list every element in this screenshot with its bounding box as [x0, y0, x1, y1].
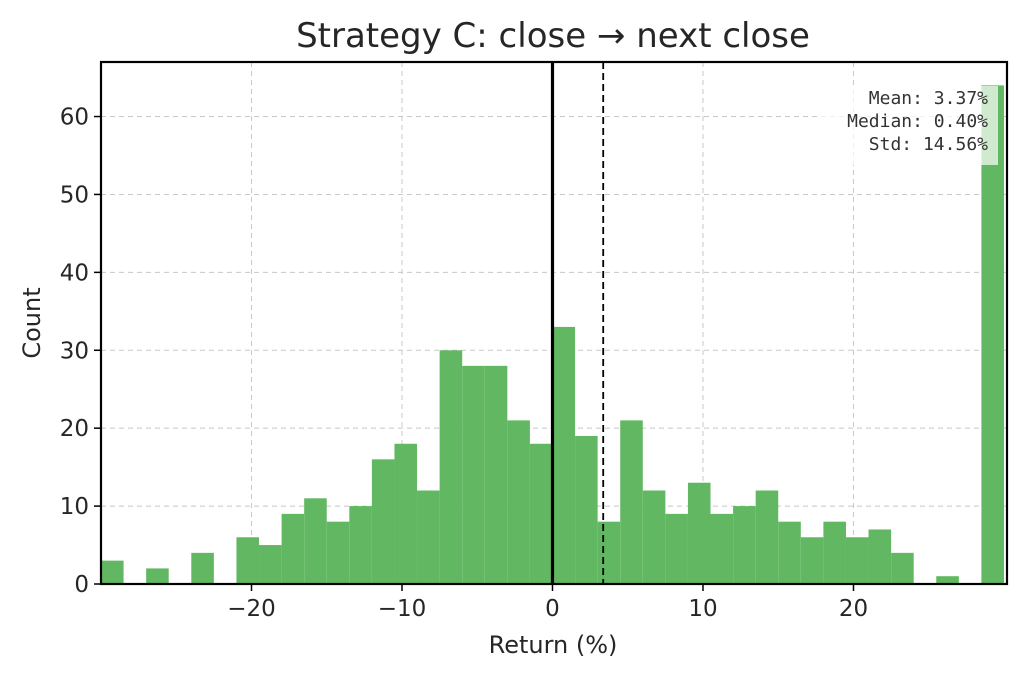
histogram-bar — [371, 459, 395, 584]
histogram-bar — [891, 552, 914, 584]
histogram-bar — [687, 482, 711, 584]
stats-box: Mean: 3.37% Median: 0.40% Std: 14.56% — [820, 86, 998, 165]
x-tick-label: 20 — [839, 596, 868, 622]
histogram-bar — [800, 537, 824, 584]
histogram-bar — [507, 420, 530, 584]
histogram-bar — [778, 521, 801, 584]
stats-std: Std: 14.56% — [869, 134, 988, 155]
x-tick-label: 0 — [545, 596, 560, 622]
histogram-bar — [259, 545, 282, 584]
histogram-bar — [710, 513, 734, 584]
histogram-bar — [281, 513, 305, 584]
stats-mean: Mean: 3.37% — [869, 88, 988, 109]
x-tick-label: −20 — [227, 596, 276, 622]
histogram-bar — [484, 365, 508, 584]
plot-frame — [99, 60, 1009, 586]
stats-median: Median: 0.40% — [847, 111, 988, 132]
histogram-bar — [755, 490, 779, 584]
reference-lines — [550, 62, 605, 584]
chart-title: Strategy C: close → next close — [296, 16, 810, 56]
histogram-bar — [529, 443, 553, 584]
histogram-bar — [349, 506, 372, 584]
y-tick-label: 0 — [74, 572, 89, 598]
histogram-bar — [845, 537, 869, 584]
y-axis-ticks: 0 10 20 30 40 50 60 — [60, 105, 101, 598]
histogram-bar — [304, 498, 327, 584]
stats-box-background — [820, 86, 998, 165]
y-tick-label: 10 — [60, 494, 89, 520]
histogram-bar — [394, 443, 418, 584]
histogram-bar — [665, 513, 688, 584]
histogram-bar — [823, 521, 846, 584]
histogram-bar — [597, 521, 621, 584]
histogram-bar — [326, 521, 350, 584]
x-axis-ticks: −20 −10 0 10 20 — [227, 584, 868, 622]
histogram-bar — [575, 435, 598, 584]
histogram-bar — [642, 490, 666, 584]
y-axis-label: Count — [18, 287, 46, 358]
histogram-bar — [462, 365, 485, 584]
histogram-bar — [417, 490, 440, 584]
y-tick-label: 50 — [60, 182, 89, 208]
histogram-bar — [620, 420, 643, 584]
x-tick-label: −10 — [378, 596, 427, 622]
y-tick-label: 60 — [60, 105, 89, 131]
histogram-bar — [191, 552, 214, 584]
y-tick-label: 20 — [60, 416, 89, 442]
histogram-bar — [552, 326, 576, 584]
x-axis-label: Return (%) — [489, 631, 618, 659]
histogram-bar — [439, 350, 463, 584]
histogram-bar — [236, 537, 260, 584]
histogram-bar — [936, 576, 959, 584]
y-tick-label: 40 — [60, 260, 89, 286]
histogram-bar — [981, 85, 1004, 584]
x-tick-label: 10 — [688, 596, 717, 622]
histogram-bar — [733, 506, 756, 584]
histogram-bar — [146, 568, 169, 584]
histogram-bar — [868, 529, 892, 584]
histogram-bar — [101, 560, 124, 584]
y-tick-label: 30 — [60, 338, 89, 364]
